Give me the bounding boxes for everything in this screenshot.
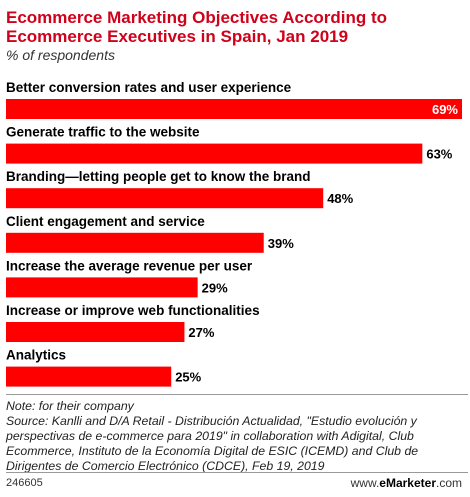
value-label: 39% bbox=[268, 236, 294, 251]
value-label: 63% bbox=[426, 147, 452, 162]
category-label: Better conversion rates and user experie… bbox=[6, 80, 292, 95]
value-label: 27% bbox=[188, 325, 214, 340]
chart-title: Ecommerce Marketing Objectives According… bbox=[6, 8, 388, 46]
chart-notes: Note: for their company Source: Kanlli a… bbox=[6, 399, 468, 474]
value-label: 48% bbox=[327, 191, 353, 206]
source-text: Source: Kanlli and D/A Retail - Distribu… bbox=[6, 414, 419, 473]
footer-divider bbox=[6, 472, 468, 473]
brand-prefix: www. bbox=[350, 476, 380, 490]
category-label: Client engagement and service bbox=[6, 214, 205, 229]
value-label: 29% bbox=[202, 280, 228, 295]
bar bbox=[6, 277, 198, 298]
category-label: Increase the average revenue per user bbox=[6, 258, 253, 273]
category-label: Increase or improve web functionalities bbox=[6, 303, 260, 318]
value-label: 69% bbox=[432, 102, 458, 117]
note-text: Note: for their company bbox=[6, 399, 134, 413]
bar bbox=[6, 143, 423, 164]
chart-subtitle: % of respondents bbox=[6, 47, 115, 63]
bar bbox=[6, 188, 324, 209]
category-label: Analytics bbox=[6, 348, 66, 363]
brand-suffix: .com bbox=[435, 476, 462, 490]
brand-name: eMarketer bbox=[379, 476, 436, 490]
category-label: Branding—letting people get to know the … bbox=[6, 169, 311, 184]
bar-chart: Better conversion rates and user experie… bbox=[6, 80, 462, 387]
bar bbox=[6, 99, 462, 119]
chart-id: 246605 bbox=[6, 477, 43, 489]
bar bbox=[6, 322, 185, 342]
note-divider bbox=[6, 394, 468, 395]
bar bbox=[6, 366, 172, 387]
category-label: Generate traffic to the website bbox=[6, 125, 200, 140]
value-label: 25% bbox=[175, 370, 201, 385]
bar bbox=[6, 232, 264, 253]
brand-logo: www.eMarketer.com bbox=[351, 476, 462, 490]
